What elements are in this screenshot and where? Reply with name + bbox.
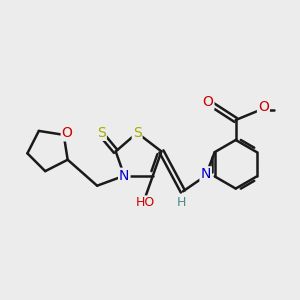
Text: O: O [258,100,269,114]
Text: O: O [202,95,213,109]
Text: N: N [200,167,211,181]
Text: H: H [177,196,186,209]
Text: N: N [119,169,130,183]
Text: HO: HO [136,196,155,209]
Text: S: S [97,126,106,140]
Text: S: S [133,126,142,140]
Text: O: O [62,126,73,140]
